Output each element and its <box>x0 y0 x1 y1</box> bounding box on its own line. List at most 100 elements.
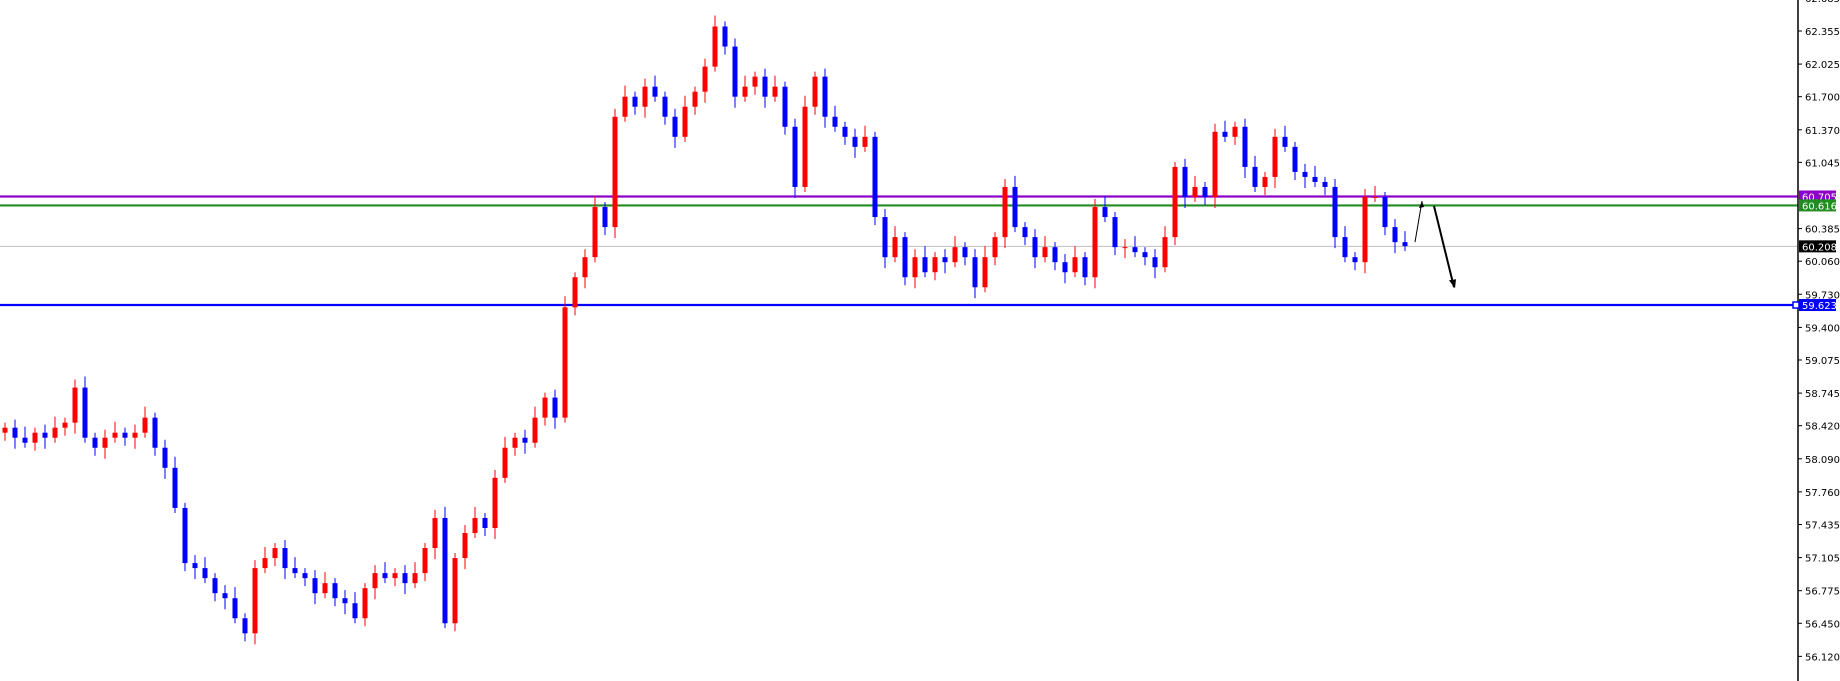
candle-body <box>1312 176 1318 182</box>
candle <box>872 131 878 226</box>
candle <box>902 232 908 286</box>
candle <box>962 242 968 266</box>
candle <box>972 249 978 299</box>
candle <box>62 417 68 436</box>
candle-body <box>442 517 448 624</box>
candle <box>282 540 288 580</box>
candle <box>792 118 798 198</box>
candle-body <box>922 257 928 273</box>
candle <box>112 421 118 443</box>
candle-body <box>472 517 478 534</box>
candle <box>382 562 388 584</box>
candle-body <box>802 106 808 187</box>
candle <box>342 590 348 615</box>
candle-body <box>542 397 548 418</box>
tick-label: 57.105 <box>1805 554 1840 565</box>
candle <box>1222 120 1228 142</box>
candle-body <box>722 26 728 47</box>
candle-body <box>212 578 218 594</box>
candle <box>712 15 718 72</box>
candle-body <box>2 427 8 433</box>
candle <box>692 86 698 115</box>
candle-body <box>622 96 628 117</box>
candle <box>1032 229 1038 269</box>
up-arrow-head <box>1419 201 1424 209</box>
candle <box>362 583 368 627</box>
candle <box>52 416 58 443</box>
candle-body <box>552 397 558 418</box>
candle-body <box>1082 257 1088 278</box>
candle-body <box>1232 126 1238 137</box>
candle <box>1272 128 1278 188</box>
level-tag-label: 60.208 <box>1802 242 1837 253</box>
candle <box>752 71 758 95</box>
candle <box>862 125 868 152</box>
candle-body <box>162 447 168 468</box>
candle <box>272 543 278 567</box>
candle-body <box>782 86 788 127</box>
level-tag <box>1799 240 1836 253</box>
candle-body <box>1052 247 1058 263</box>
candle-body <box>182 507 188 564</box>
candle-body <box>62 422 68 428</box>
candles <box>2 15 1408 645</box>
candle-body <box>1122 247 1128 249</box>
candle <box>32 427 38 451</box>
candle <box>542 392 548 426</box>
candle-body <box>392 573 398 579</box>
level-tag-label: 59.623 <box>1802 301 1837 312</box>
candle-body <box>692 91 698 107</box>
tick-label: 57.435 <box>1805 520 1840 531</box>
candle <box>22 426 28 448</box>
candle <box>552 389 558 429</box>
candle <box>922 246 928 278</box>
candle <box>1012 175 1018 233</box>
candle <box>1102 195 1108 223</box>
candle-body <box>1332 186 1338 238</box>
candle-body <box>42 432 48 438</box>
tick-label: 57.760 <box>1805 488 1840 499</box>
candle-body <box>912 257 918 278</box>
candle-body <box>152 417 158 448</box>
candle-body <box>632 96 638 107</box>
candle <box>852 128 858 158</box>
candle <box>1162 226 1168 273</box>
candle <box>392 568 398 587</box>
candle-body <box>432 517 438 549</box>
candle-body <box>1362 196 1368 263</box>
candle-body <box>1042 247 1048 258</box>
candle-body <box>982 257 988 288</box>
candle-body <box>82 387 88 438</box>
candle <box>212 573 218 602</box>
candle-body <box>872 136 878 218</box>
candle <box>1142 247 1148 266</box>
candle-body <box>772 86 778 97</box>
candle <box>1172 161 1178 246</box>
candle <box>722 21 728 55</box>
candle-body <box>672 116 678 137</box>
candle <box>932 252 938 281</box>
tick-label: 58.745 <box>1805 389 1840 400</box>
candle <box>1392 219 1398 254</box>
candle <box>502 436 508 483</box>
forecast-arrows <box>1414 200 1456 289</box>
candle-body <box>1402 242 1408 247</box>
candle-body <box>342 598 348 604</box>
candle-body <box>1292 146 1298 172</box>
candle-body <box>252 568 258 634</box>
level-handle[interactable] <box>1792 301 1800 309</box>
tick-label: 60.060 <box>1805 257 1840 268</box>
candle <box>312 570 318 605</box>
candle-body <box>962 247 968 258</box>
candle <box>302 568 308 587</box>
candle-body <box>32 432 38 443</box>
candle <box>292 557 298 579</box>
candle-body <box>852 136 858 147</box>
candle <box>802 95 808 192</box>
candle-body <box>882 217 888 258</box>
candle-body <box>382 573 388 579</box>
candle-body <box>1162 237 1168 268</box>
candle-body <box>262 558 268 569</box>
candle-body <box>1132 247 1138 253</box>
candle <box>1212 123 1218 209</box>
